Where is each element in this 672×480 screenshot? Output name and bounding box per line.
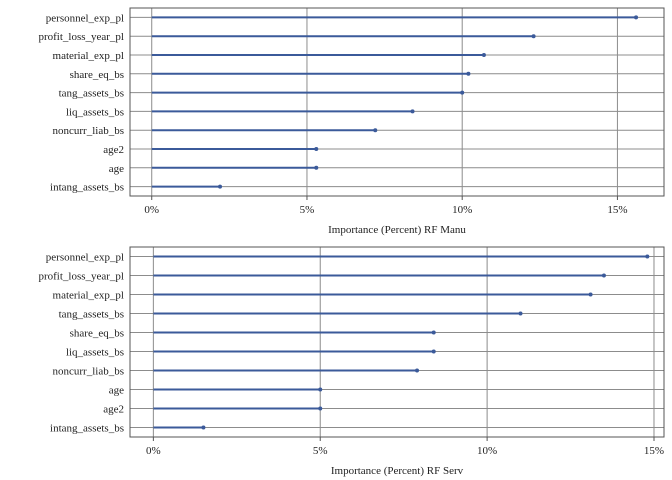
- lollipop-point: [410, 109, 415, 114]
- lollipop-point: [481, 53, 486, 57]
- x-axis-title: Importance (Percent) RF Manu: [328, 224, 466, 236]
- x-tick-label: 15%: [607, 204, 627, 216]
- lollipop-point: [645, 254, 650, 259]
- x-tick-label: 10%: [452, 204, 472, 216]
- lollipop-point: [318, 387, 323, 392]
- lollipop-point: [201, 425, 206, 430]
- y-tick-label: age: [109, 385, 124, 397]
- x-tick-label: 5%: [300, 204, 315, 216]
- lollipop-point: [431, 330, 436, 335]
- y-tick-label: noncurr_liab_bs: [53, 125, 124, 137]
- y-tick-label: profit_loss_year_pl: [38, 31, 124, 43]
- lollipop-point: [373, 128, 378, 133]
- y-tick-label: personnel_exp_pl: [46, 252, 124, 264]
- x-axis-title: Importance (Percent) RF Serv: [331, 465, 464, 477]
- x-tick-label: 10%: [477, 445, 497, 457]
- plot-border: [129, 7, 665, 197]
- y-tick-label: liq_assets_bs: [66, 106, 124, 118]
- y-tick-label: material_exp_pl: [53, 290, 124, 302]
- plot-border: [129, 246, 665, 438]
- lollipop-point: [318, 406, 323, 411]
- y-tick-label: personnel_exp_pl: [46, 12, 124, 24]
- y-tick-label: liq_assets_bs: [66, 347, 124, 359]
- lollipop-point: [466, 71, 471, 76]
- y-tick-label: noncurr_liab_bs: [53, 366, 124, 378]
- lollipop-point: [588, 292, 593, 297]
- lollipop-point: [415, 368, 420, 373]
- x-tick-label: 0%: [146, 445, 161, 457]
- y-tick-label: profit_loss_year_pl: [38, 271, 124, 283]
- chart-panel-1: personnel_exp_pl profit_loss_year_plmater…: [38, 7, 665, 236]
- y-tick-label: share_eq_bs: [70, 69, 124, 81]
- lollipop-point: [314, 147, 319, 151]
- y-tick-label: age2: [103, 404, 124, 416]
- y-tick-label: share_eq_bs: [70, 328, 124, 340]
- lollipop-point: [218, 184, 223, 189]
- lollipop-point: [314, 165, 319, 170]
- y-tick-label: tang_assets_bs: [59, 309, 124, 321]
- y-tick-label: material_exp_pl: [53, 50, 124, 62]
- x-tick-label: 0%: [144, 204, 159, 216]
- y-tick-label: age: [109, 163, 124, 175]
- x-tick-label: 5%: [313, 445, 328, 457]
- lollipop-point: [634, 15, 639, 20]
- chart-panel-2: personnel_exp_pl profit_loss_year_plmater…: [38, 246, 665, 477]
- y-tick-label: intang_assets_bs: [50, 423, 124, 435]
- lollipop-point: [601, 273, 606, 278]
- lollipop-point: [518, 311, 523, 316]
- lollipop-point: [431, 349, 436, 354]
- y-tick-label: tang_assets_bs: [59, 88, 124, 100]
- x-tick-label: 15%: [644, 445, 664, 457]
- y-tick-label: age2: [103, 144, 124, 156]
- lollipop-point: [460, 90, 465, 95]
- y-tick-label: intang_assets_bs: [50, 182, 124, 194]
- lollipop-point: [531, 34, 536, 39]
